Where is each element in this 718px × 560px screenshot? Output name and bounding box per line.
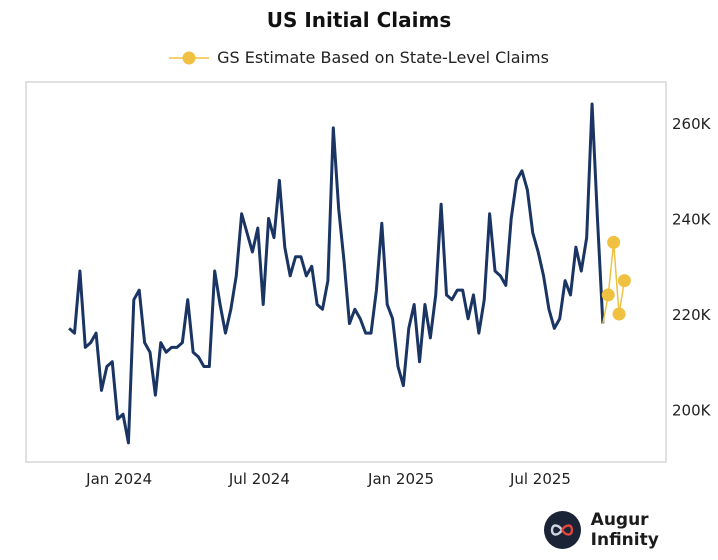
gs-estimate-point [612,307,626,321]
x-tick-label: Jul 2024 [228,470,290,488]
gs-estimate-point [617,274,631,288]
legend-label: GS Estimate Based on State-Level Claims [217,48,549,67]
plot-frame [25,81,667,463]
chart-title: US Initial Claims [266,8,452,32]
brand-name: Augur Infinity [590,510,659,550]
y-tick-label: 240K [672,211,712,229]
brand: Augur Infinity [544,510,718,550]
y-tick-label: 260K [672,115,712,133]
x-tick-label: Jan 2024 [85,470,152,488]
series-line-actual-claims [68,102,605,445]
gs-estimate-point [601,288,615,302]
gs-estimate-point [607,235,621,249]
x-tick-label: Jan 2025 [367,470,434,488]
legend: GS Estimate Based on State-Level Claims [0,48,718,67]
y-tick-label: 200K [672,401,712,419]
x-tick-label: Jul 2025 [509,470,571,488]
legend-marker-icon [169,51,210,64]
y-tick-label: 220K [672,306,712,324]
infinity-icon [544,511,581,549]
